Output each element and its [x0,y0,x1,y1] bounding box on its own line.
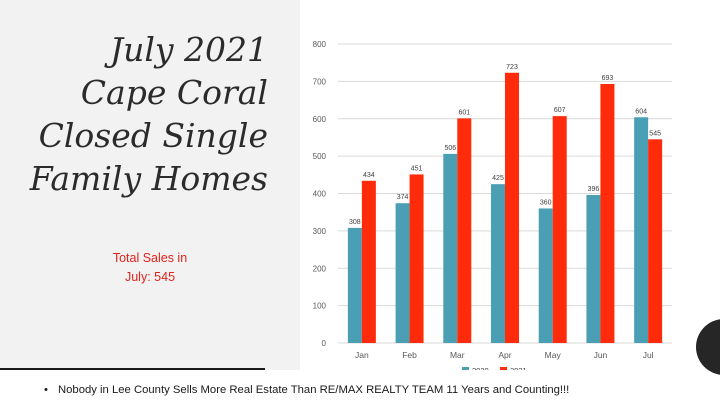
title-panel [0,0,300,370]
x-tick-label: Feb [402,350,417,360]
data-label: 693 [602,75,614,82]
legend-label: 2020 [472,366,489,370]
bar-chart: 0 100 200 300 400 500 600 700 800 308 434 Jan 374 451… [313,40,672,370]
total-sales-line-1: Total Sales in [112,251,188,265]
bar-2020-jul [634,117,649,343]
data-label: 545 [649,130,661,137]
bar-2021-jun [600,83,615,344]
page-title: July 2021 Cape Coral Closed Single Famil… [6,28,268,200]
data-label: 396 [588,186,600,193]
data-label: 434 [363,172,375,179]
x-tick-label: Mar [450,350,465,360]
bar-2021-mar [457,118,472,343]
bar-2021-feb [409,174,424,343]
y-tick-label: 300 [313,227,327,236]
total-sales-note: Total Sales in July: 545 [80,249,220,287]
data-label: 374 [397,194,409,201]
x-tick-label: Jun [594,350,608,360]
x-tick-label: Apr [498,350,511,360]
data-label: 601 [458,109,470,116]
legend-label: 2021 [510,366,527,370]
x-tick-label: Jan [355,350,369,360]
legend-swatch-2020 [462,367,469,370]
title-line-2: Cape Coral [80,73,268,112]
divider-line [0,368,265,370]
y-tick-label: 800 [313,40,327,49]
bullet-icon: • [44,384,48,396]
footer-text: Nobody in Lee County Sells More Real Est… [57,384,570,396]
title-line-3: Closed Single [38,116,268,155]
total-sales-line-2: July: 545 [124,270,176,284]
data-label: 506 [444,145,456,152]
bar-2021-apr [505,72,519,343]
y-tick-label: 0 [322,339,327,348]
bar-2021-may [552,116,567,343]
bar-2020-feb [395,203,410,343]
bar-2020-mar [443,153,458,343]
y-tick-label: 200 [313,264,327,273]
bar-2020-may [538,208,553,343]
bar-2021-jan [361,180,376,343]
bar-2020-jun [586,194,601,343]
data-label: 607 [554,107,566,114]
x-tick-label: Jul [643,350,654,360]
data-label: 723 [506,64,518,71]
data-label: 360 [540,199,552,206]
x-tick-label: May [545,350,562,360]
data-label: 604 [635,108,647,115]
y-tick-label: 700 [313,77,327,86]
y-tick-label: 400 [313,190,327,199]
bar-2020-jan [347,227,362,343]
title-line-4: Family Homes [29,159,268,198]
title-line-1: July 2021 [109,30,268,69]
data-label: 451 [411,165,423,172]
bar-2021-jul [648,139,663,343]
footer-note: • Nobody in Lee County Sells More Real Es… [44,384,569,396]
y-tick-label: 500 [313,152,327,161]
y-tick-label: 600 [313,115,327,124]
y-tick-label: 100 [313,302,327,311]
legend-swatch-2021 [500,367,507,370]
bar-2020-apr [491,184,505,343]
data-label: 425 [492,175,504,182]
data-label: 308 [349,219,361,226]
